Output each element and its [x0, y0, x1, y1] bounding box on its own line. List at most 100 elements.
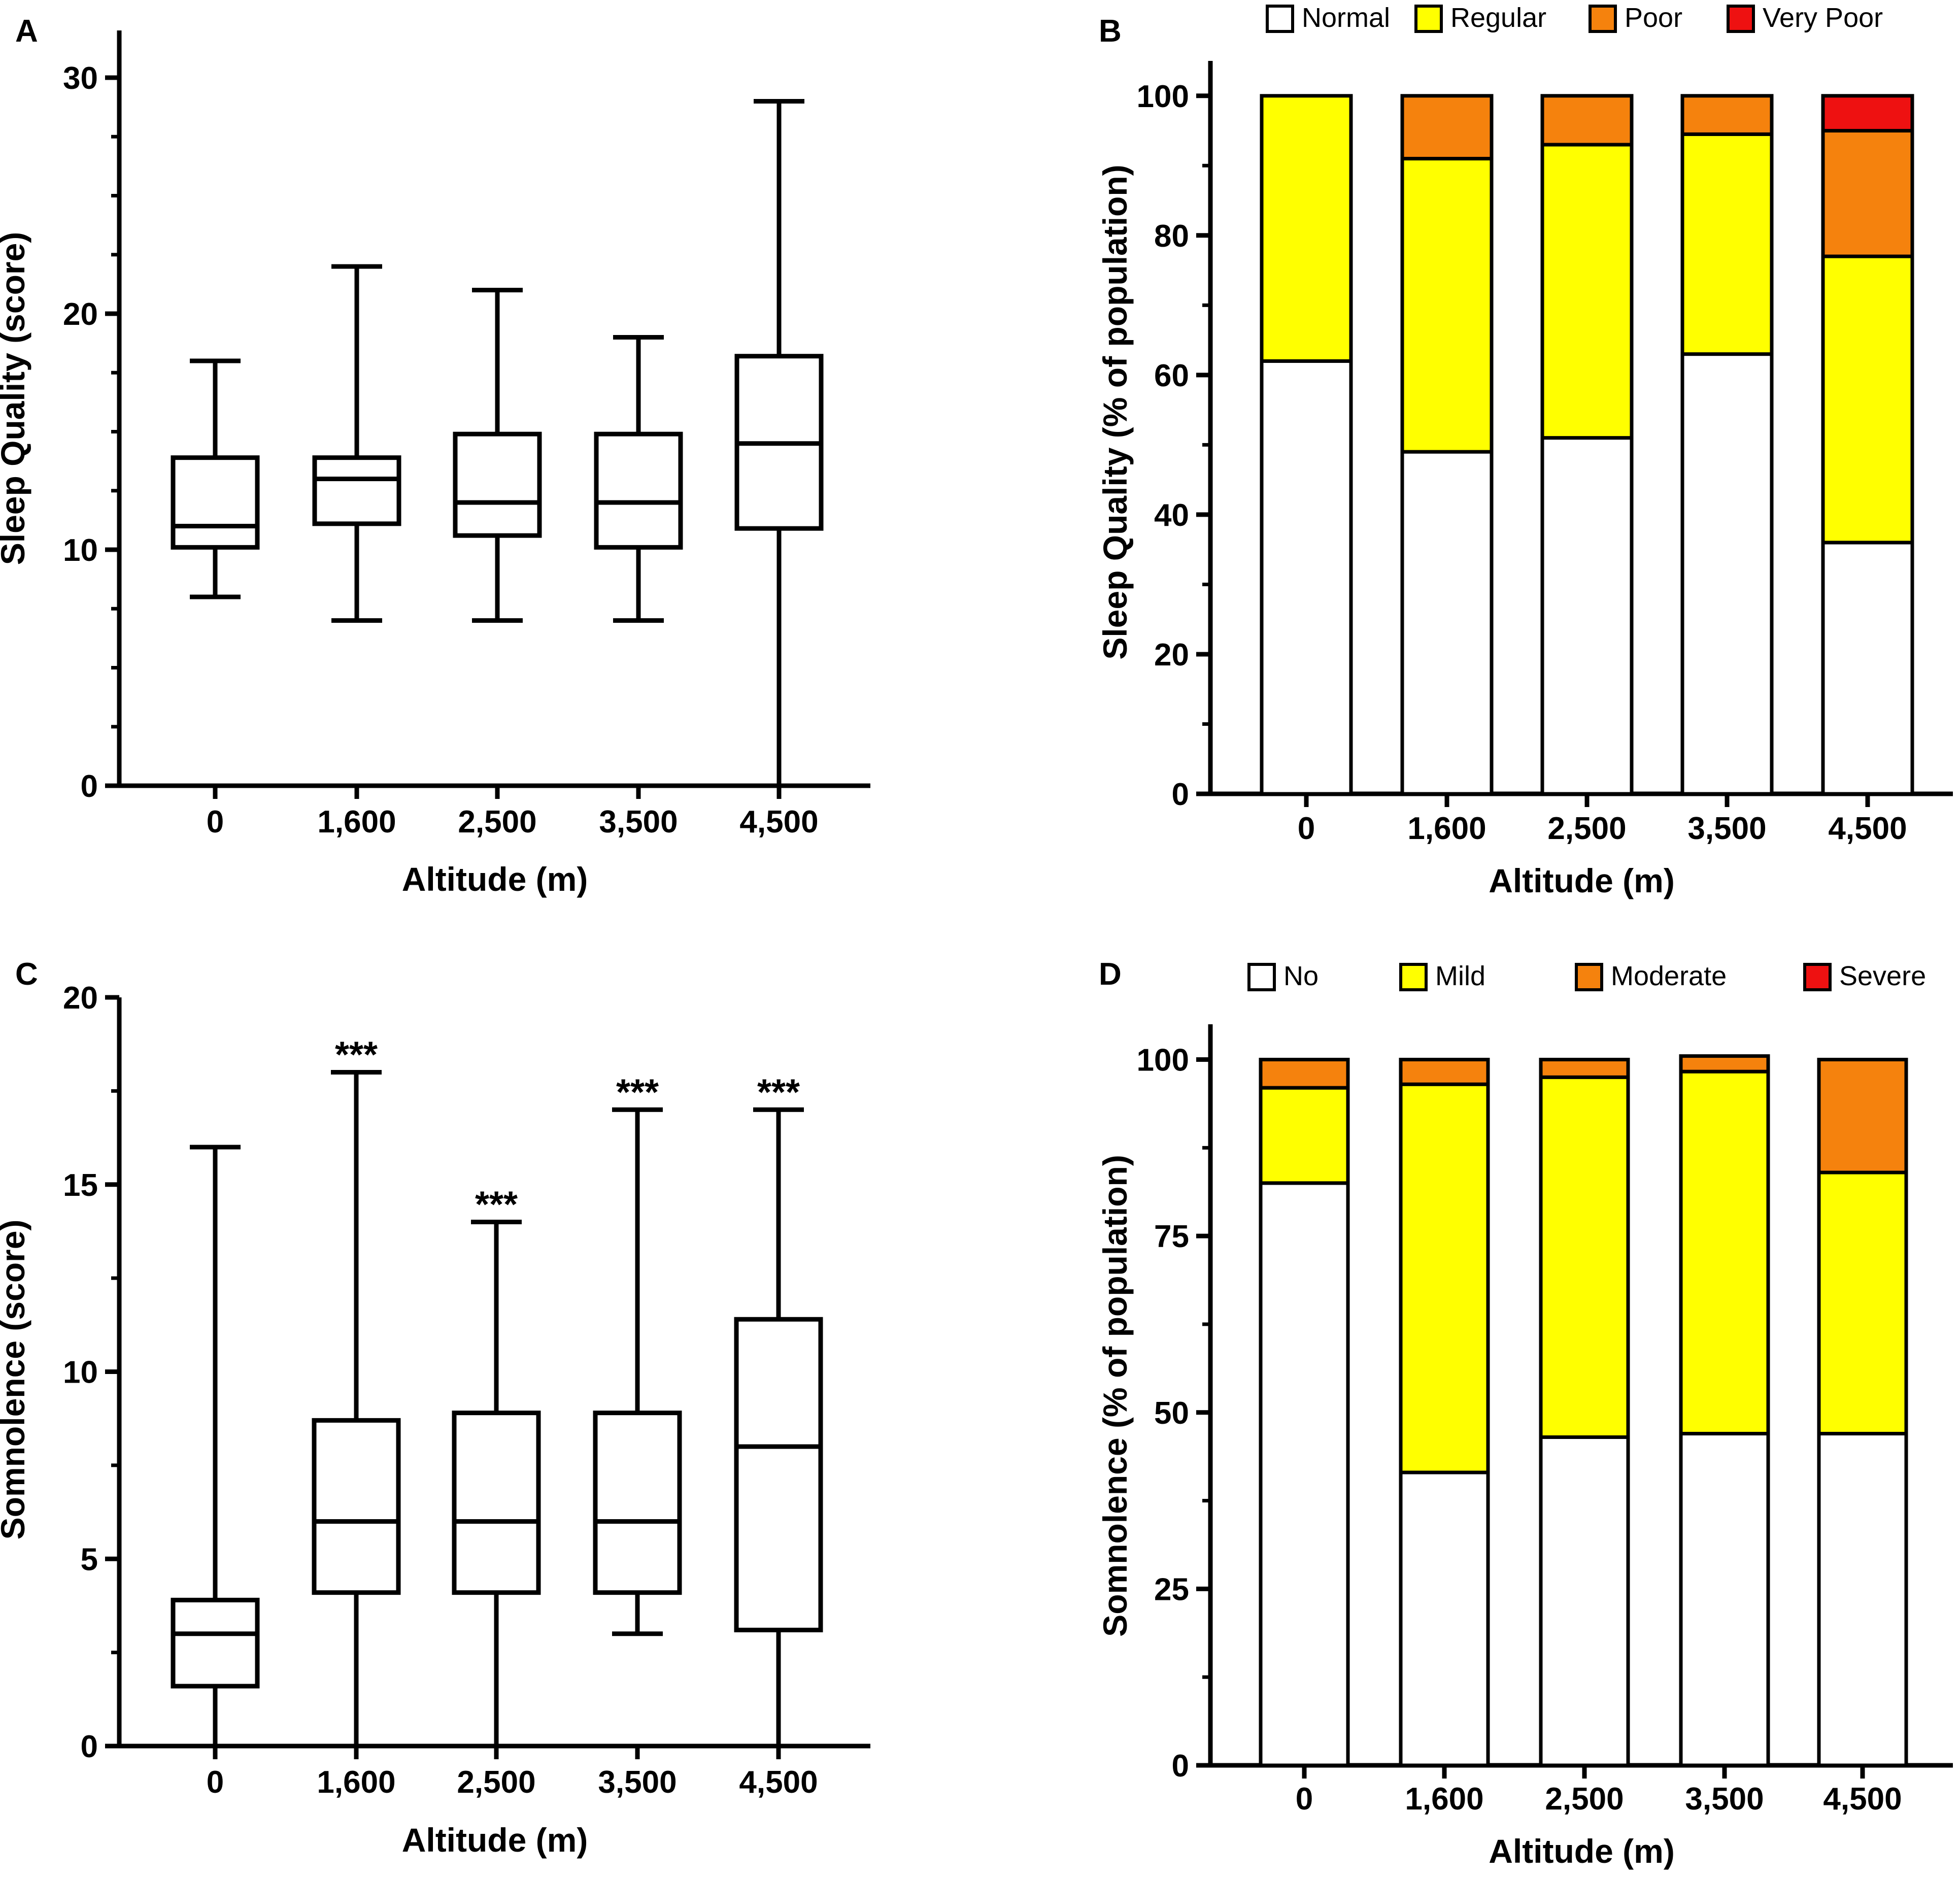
x-tick-label: 3,500 — [1687, 811, 1766, 846]
x-tick-label: 1,600 — [1405, 1782, 1483, 1817]
box-3 — [594, 335, 683, 623]
bar-segment-poor — [1400, 94, 1494, 161]
y-tick-label: 80 — [1154, 219, 1189, 254]
box-2: *** — [452, 1185, 541, 1746]
legend-label: Moderate — [1611, 961, 1727, 991]
y-axis-title: Somnolence (% of population) — [1096, 1155, 1134, 1637]
bar-segment-poor — [1821, 129, 1914, 258]
box-iqr — [453, 431, 542, 538]
bar-stack-3 — [1679, 1054, 1770, 1767]
y-tick-label: 20 — [1154, 638, 1189, 673]
bar-segment-no — [1399, 1470, 1490, 1767]
legend-label: Normal — [1302, 3, 1390, 33]
bar-segment-moderate — [1399, 1058, 1490, 1086]
bar-segment-normal — [1821, 541, 1914, 796]
legend-swatch — [1803, 963, 1832, 991]
x-tick-label: 2,500 — [1545, 1782, 1624, 1817]
panel-c: C 0 5 10 15 20 0 1,600 2,500 3,500 4,500 Altitude (… — [0, 957, 870, 1859]
x-tick-label: 4,500 — [1828, 811, 1907, 846]
box-2 — [453, 288, 542, 623]
box-iqr — [593, 1411, 682, 1595]
bar-segment-no — [1539, 1435, 1630, 1767]
legend-swatch — [1266, 5, 1294, 33]
box-iqr — [452, 1411, 541, 1595]
y-tick-label: 0 — [81, 1729, 98, 1764]
legend-label: Poor — [1625, 3, 1682, 33]
bar-segment-mild — [1259, 1086, 1350, 1185]
significance-label: *** — [757, 1072, 800, 1113]
legend-label: Very Poor — [1763, 3, 1883, 33]
x-axis-title: Altitude (m) — [1489, 862, 1675, 899]
panel-letter: C — [15, 957, 38, 992]
bar-stack-1 — [1400, 94, 1494, 796]
panel-letter: A — [15, 14, 38, 49]
y-tick-label: 20 — [63, 297, 98, 332]
legend-label: Severe — [1839, 961, 1926, 991]
x-tick-label: 2,500 — [458, 805, 536, 840]
box-iqr — [171, 1597, 260, 1689]
bar-segment-moderate — [1817, 1058, 1908, 1175]
bar-segment-regular — [1260, 94, 1353, 363]
panel-letter: D — [1099, 957, 1122, 992]
y-tick-label: 30 — [63, 61, 98, 96]
bar-segment-moderate — [1679, 1054, 1770, 1074]
panel-d: D 0 25 50 75 100 0 1,600 2,500 3,500 4,500 Altitude… — [1096, 957, 1953, 1870]
bar-segment-normal — [1400, 450, 1494, 796]
y-tick-label: 5 — [81, 1542, 98, 1577]
bar-segment-regular — [1821, 254, 1914, 545]
significance-label: *** — [616, 1072, 659, 1113]
bar-segment-mild — [1817, 1170, 1908, 1435]
x-axis-title: Altitude (m) — [402, 860, 588, 898]
box-iqr — [312, 1418, 401, 1595]
legend-label: Regular — [1450, 3, 1546, 33]
x-axis-title: Altitude (m) — [1489, 1832, 1675, 1870]
bar-stack-4 — [1817, 1058, 1908, 1767]
bar-segment-regular — [1540, 143, 1634, 440]
box-iqr — [312, 455, 401, 526]
x-tick-label: 2,500 — [1547, 811, 1626, 846]
x-tick-label: 3,500 — [598, 1765, 677, 1800]
bar-segment-no — [1259, 1181, 1350, 1767]
x-tick-label: 0 — [207, 1765, 224, 1800]
legend-label: Mild — [1435, 961, 1485, 991]
bar-segment-mild — [1679, 1069, 1770, 1435]
y-tick-label: 15 — [63, 1168, 98, 1203]
legend-label: No — [1283, 961, 1319, 991]
bar-segment-mild — [1399, 1082, 1490, 1474]
x-tick-label: 3,500 — [599, 805, 678, 840]
legend-swatch — [1414, 5, 1443, 33]
box-iqr — [594, 431, 683, 550]
bar-segment-regular — [1680, 132, 1774, 356]
panel-b: B 0 20 40 60 80 100 0 1,600 2,500 3,500 4,500 Altitu… — [1096, 3, 1953, 899]
y-tick-label: 0 — [81, 769, 98, 804]
y-tick-label: 10 — [63, 533, 98, 568]
bar-segment-poor — [1680, 94, 1774, 136]
bar-stack-2 — [1540, 94, 1634, 796]
x-tick-label: 1,600 — [317, 1765, 395, 1800]
bar-stack-4 — [1821, 94, 1914, 796]
panel-a: A 0 10 20 30 0 1,600 2,500 3,500 4,500 Altitude (m… — [0, 14, 870, 898]
bar-segment-no — [1679, 1431, 1770, 1767]
bar-segment-very-poor — [1821, 94, 1914, 133]
x-axis-title: Altitude (m) — [402, 1821, 588, 1859]
y-tick-label: 60 — [1154, 358, 1189, 393]
x-tick-label: 1,600 — [1407, 811, 1486, 846]
y-axis-title: Sleep Quality (% of population) — [1096, 164, 1134, 659]
y-tick-label: 0 — [1172, 777, 1189, 812]
y-tick-label: 75 — [1154, 1219, 1189, 1254]
legend-swatch — [1399, 963, 1428, 991]
box-4 — [734, 99, 824, 786]
bar-segment-normal — [1260, 359, 1353, 796]
y-tick-label: 10 — [63, 1355, 98, 1390]
box-1 — [312, 264, 401, 623]
x-tick-label: 2,500 — [457, 1765, 535, 1800]
significance-label: *** — [475, 1185, 518, 1225]
bar-segment-moderate — [1539, 1058, 1630, 1079]
y-tick-label: 0 — [1172, 1749, 1189, 1784]
x-tick-label: 3,500 — [1685, 1782, 1764, 1817]
x-tick-label: 4,500 — [739, 1765, 818, 1800]
bar-segment-poor — [1540, 94, 1634, 147]
y-tick-label: 25 — [1154, 1572, 1189, 1607]
bar-stack-0 — [1259, 1058, 1350, 1767]
